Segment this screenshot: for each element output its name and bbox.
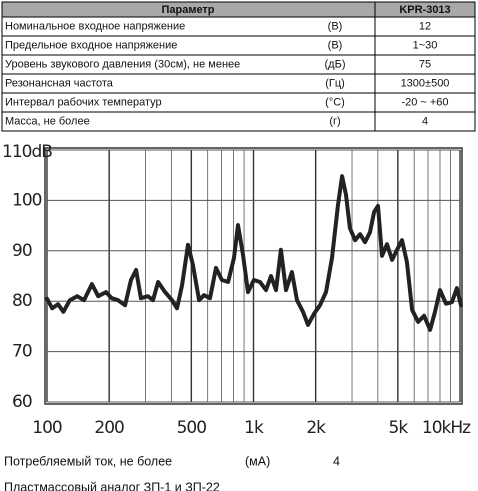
header-cell: KPR-3013 [399,4,450,16]
x-tick-label: 5k [389,418,409,438]
x-tick-label: 100 [32,418,62,438]
response-curve [45,174,463,332]
y-tick-label: 60 [12,392,32,412]
row-name: Предельное входное напряжение [5,39,177,51]
y-tick-label: 90 [12,241,32,261]
x-tick-label: 500 [177,418,207,438]
row-name: Уровень звукового давления (30см), не ме… [5,58,240,70]
header-cell: Параметр [161,4,214,16]
row-value: -20 ~ +60 [401,96,448,108]
y-tick-label: 80 [12,291,32,311]
row-value: 4 [422,115,428,127]
row-value: 1~30 [413,39,438,51]
row-unit: (Гц) [325,77,345,89]
footer-text: Потребляемый ток, не более [4,454,172,468]
row-unit: (дБ) [325,58,346,70]
y-tick-label: 70 [12,342,32,362]
footer-text: Пластмассовый аналог ЗП-1 и ЗП-22 [4,480,220,491]
x-tick-label: 1k [244,418,264,438]
row-value: 1300±500 [401,77,450,89]
row-name: Интервал рабочих температур [5,96,162,108]
row-unit: (°С) [325,96,345,108]
footer-text: 4 [333,454,340,468]
y-tick-label: 110dB [2,142,52,162]
table-row [1,111,476,132]
row-value: 12 [419,20,431,32]
x-tick-label: 200 [94,418,124,438]
row-unit: (В) [328,39,343,51]
row-value: 75 [419,58,431,70]
x-tick-label: 10kHz [422,418,471,438]
row-name: Резонансная частота [5,77,114,89]
row-unit: (г) [329,115,340,127]
x-tick-label: 2k [306,418,326,438]
footer-text: (мА) [245,454,270,468]
row-name: Номинальное входное напряжение [5,20,185,32]
row-name: Масса, не более [5,115,90,127]
row-unit: (В) [328,20,343,32]
y-tick-label: 100 [12,190,42,210]
